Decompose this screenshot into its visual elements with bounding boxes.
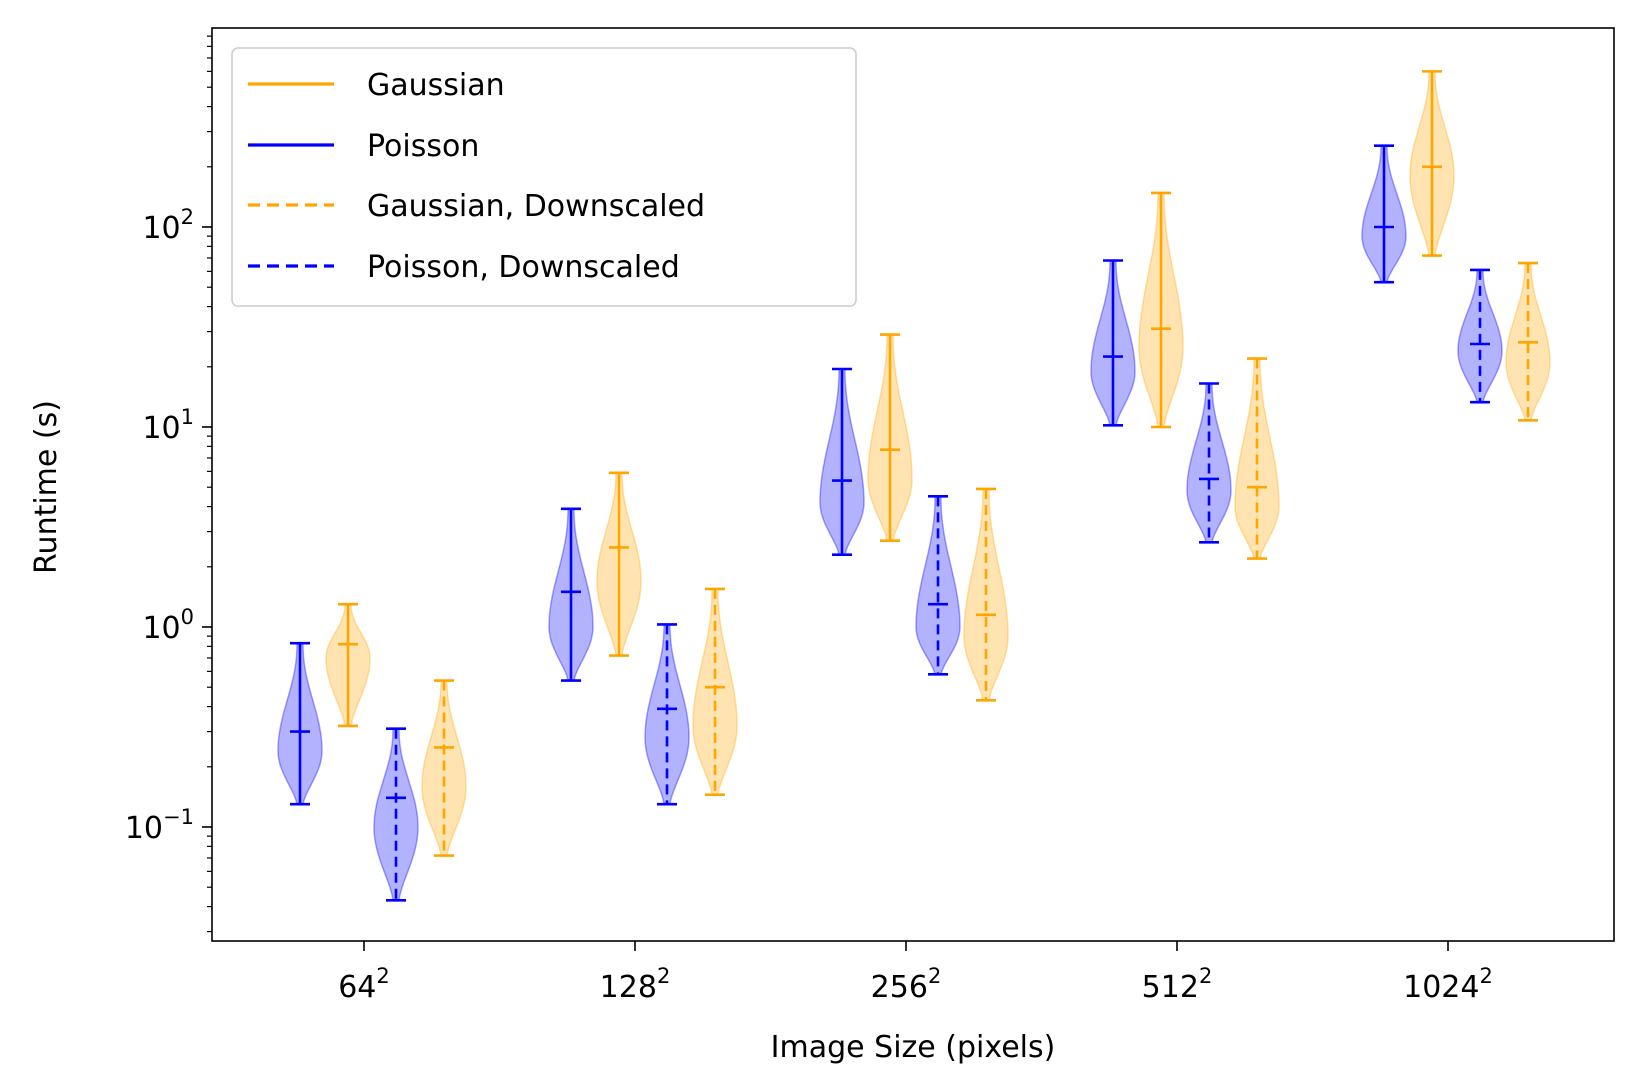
legend-label: Poisson, Downscaled (367, 250, 680, 285)
legend-label: Poisson (367, 129, 479, 164)
x-tick-label: 1282 (600, 964, 671, 1005)
x-tick-label: 10242 (1403, 964, 1493, 1005)
y-axis-label: Runtime (s) (29, 400, 64, 574)
x-axis-label: Image Size (pixels) (771, 1030, 1056, 1065)
x-axis: 642 1282 2562 5122 10242 (338, 941, 1493, 1005)
x-tick-label: 5122 (1142, 964, 1213, 1005)
y-axis: 10−1 100 101 102 (125, 35, 212, 933)
legend-box (231, 47, 857, 307)
x-tick-label: 2562 (871, 964, 942, 1005)
legend-label: Gaussian (367, 68, 505, 103)
y-tick-label: 102 (142, 205, 194, 246)
y-tick-label: 100 (142, 605, 194, 646)
plot-frame (211, 27, 1615, 942)
y-tick-label: 10−1 (125, 805, 194, 846)
y-tick-label: 101 (142, 405, 194, 446)
x-tick-label: 642 (338, 964, 390, 1005)
legend: Gaussian Poisson Gaussian, Downscaled Poiss… (231, 47, 857, 307)
legend-label: Gaussian, Downscaled (367, 189, 705, 224)
violins-layer (277, 70, 1551, 902)
